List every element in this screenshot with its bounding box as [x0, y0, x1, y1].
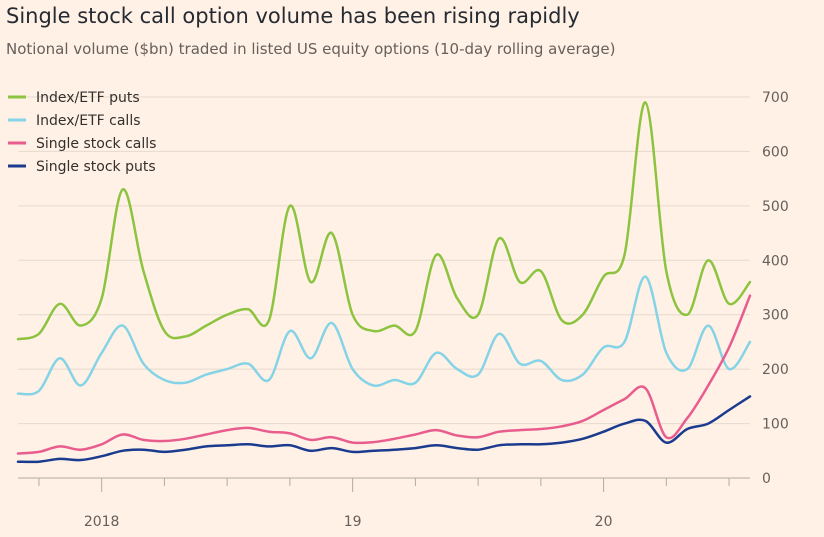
y-tick-label: 700: [762, 90, 789, 106]
y-axis: 0 100 200 300 400 500 600 700: [762, 90, 789, 487]
y-tick-label: 200: [762, 362, 789, 378]
y-tick-label: 0: [762, 471, 771, 487]
y-tick-label: 400: [762, 253, 789, 269]
x-axis: 2018 19 20: [38, 478, 730, 530]
series-line-index-etf-calls: [16, 275, 752, 396]
x-tick-label: 2018: [84, 514, 120, 530]
y-tick-label: 100: [762, 417, 789, 433]
series-line-single-stock-calls: [16, 294, 752, 455]
x-tick-label: 20: [595, 514, 613, 530]
series-line-index-etf-puts: [16, 101, 752, 341]
legend: Index/ETF puts Index/ETF calls Single stoc…: [8, 90, 156, 175]
x-tick-label: 19: [344, 514, 362, 530]
legend-label-single-stock-puts: Single stock puts: [36, 159, 156, 175]
legend-label-single-stock-calls: Single stock calls: [36, 136, 156, 152]
chart-title: Single stock call option volume has been…: [6, 4, 580, 28]
y-tick-label: 600: [762, 144, 789, 160]
chart-subtitle: Notional volume ($bn) traded in listed U…: [6, 40, 616, 58]
y-tick-label: 300: [762, 308, 789, 324]
y-tick-label: 500: [762, 199, 789, 215]
legend-label-index-etf-calls: Index/ETF calls: [36, 113, 141, 129]
series-lines: [16, 101, 752, 464]
legend-label-index-etf-puts: Index/ETF puts: [36, 90, 140, 106]
series-line-single-stock-puts: [16, 395, 752, 464]
